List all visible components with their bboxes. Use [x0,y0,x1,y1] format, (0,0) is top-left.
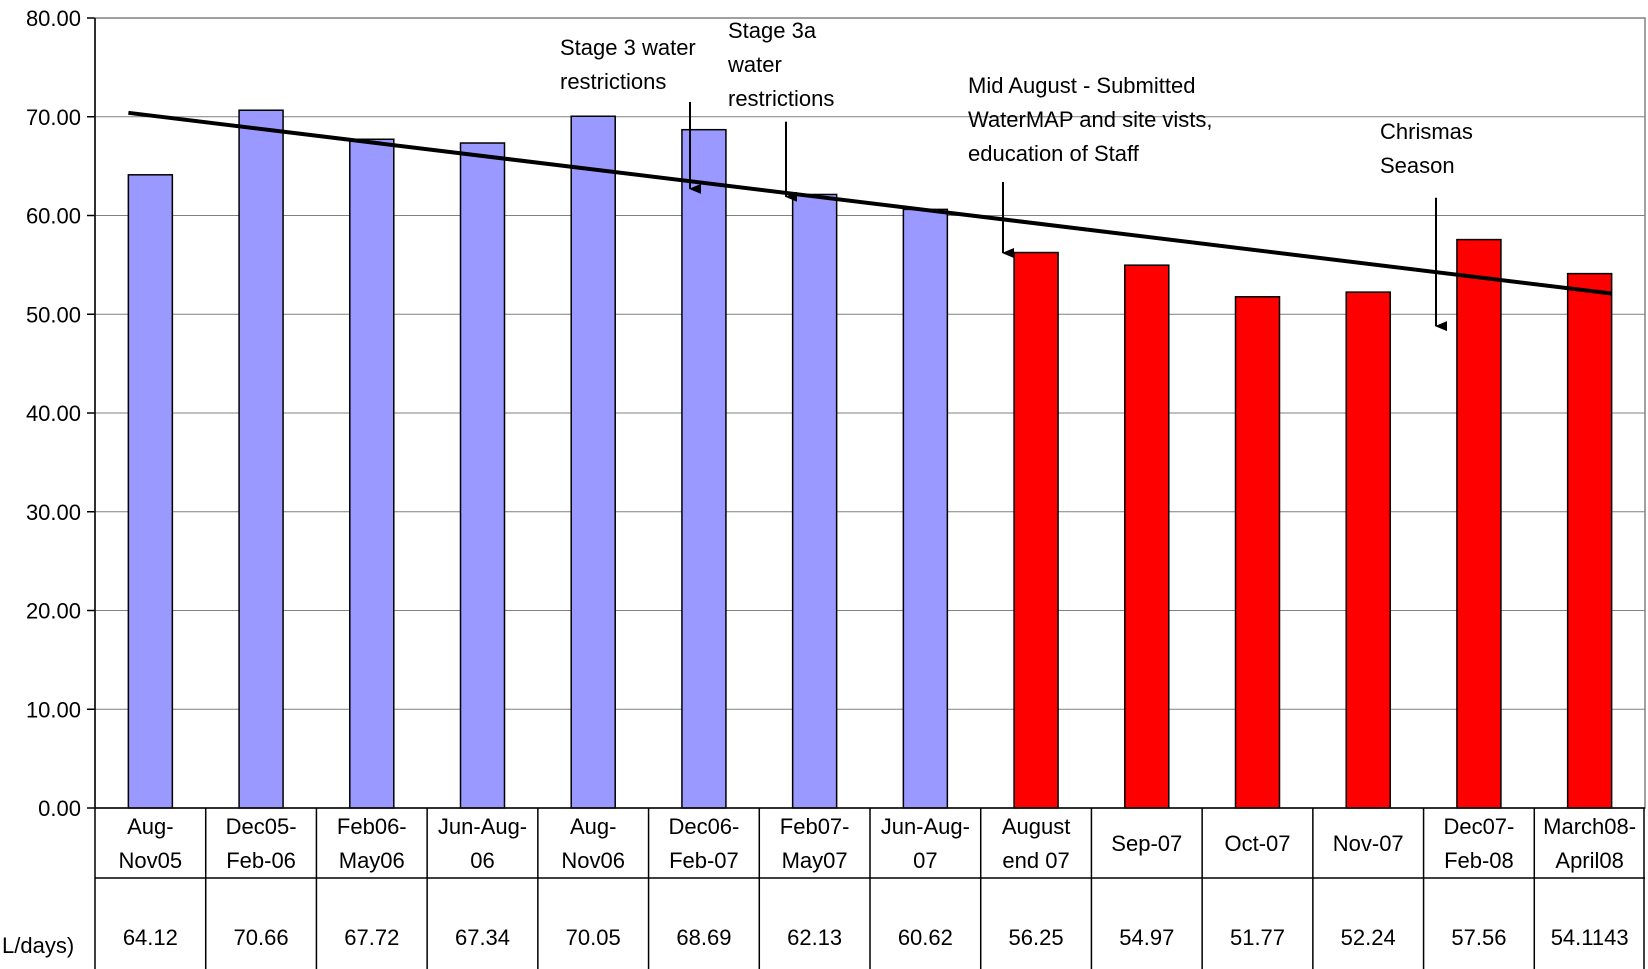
annotation: Chrismas Season [1380,119,1473,332]
category-label: Dec05- [226,814,297,839]
y-tick-label: 10.00 [26,697,81,722]
value-label: 51.77 [1230,925,1285,950]
trendline [128,110,1612,296]
y-tick-label: 0.00 [38,796,81,821]
annotation: Stage 3 water restrictions [560,35,701,194]
y-tick-label: 40.00 [26,401,81,426]
annotation-text: restrictions [560,69,666,94]
value-label: 56.25 [1009,925,1064,950]
category-label: Dec06- [668,814,739,839]
annotation-text: WaterMAP and site vists, [968,107,1213,132]
value-label: 52.24 [1341,925,1396,950]
bar [238,109,284,809]
value-label: 54.1143 [1551,925,1629,950]
category-label: March08- [1543,814,1636,839]
annotations: Stage 3 water restrictions Stage 3a water re… [560,18,1473,332]
category-label: Nov05 [119,848,183,873]
category-label: May07 [782,848,848,873]
category-label: Jun-Aug- [438,814,527,839]
bar [349,138,395,809]
category-label: Feb06- [337,814,407,839]
bar [1124,264,1170,809]
category-label: end 07 [1002,848,1069,873]
bar [791,193,838,809]
data-table: Aug- Nov05 Dec05- Feb-06 Feb06- May06 Jun-Aug-… [2,808,1645,969]
category-label: Nov-07 [1333,831,1404,856]
y-axis-ticks: 0.00 10.00 20.00 30.00 40.00 50.00 60.00 70.00 8… [26,6,95,821]
category-label: Aug- [127,814,173,839]
bars [127,109,1613,809]
value-label: 57.56 [1451,925,1506,950]
bar [570,115,616,809]
y-tick-label: 60.00 [26,204,81,229]
category-label: Feb-08 [1444,848,1514,873]
bar [1566,272,1613,809]
value-label: 60.62 [898,925,953,950]
bar [459,142,506,809]
category-label: Feb-07 [669,848,739,873]
annotation-text: Chrismas [1380,119,1473,144]
category-label: April08 [1555,848,1623,873]
annotation-text: Stage 3 water [560,35,696,60]
category-label: Oct-07 [1224,831,1290,856]
category-label: May06 [339,848,405,873]
value-label: 68.69 [676,925,731,950]
category-label: Dec07- [1443,814,1514,839]
bar [1345,291,1391,809]
category-label: 06 [470,848,494,873]
annotation-text: Season [1380,153,1455,178]
value-label: 70.05 [566,925,621,950]
trendline-line [128,110,1612,296]
category-label: August [1002,814,1071,839]
category-label: Nov06 [561,848,625,873]
bar [1013,251,1059,809]
category-label: Feb07- [780,814,850,839]
value-label: 67.72 [344,925,399,950]
annotation-text: water [727,52,782,77]
category-label: Sep-07 [1111,831,1182,856]
category-label: Feb-06 [226,848,296,873]
bar [902,208,949,809]
annotation-text: Stage 3a [728,18,817,43]
bar [1234,296,1281,809]
bar [681,128,727,809]
category-label: Jun-Aug- [881,814,970,839]
value-label: 54.97 [1119,925,1174,950]
category-label: 07 [913,848,937,873]
value-label: 64.12 [123,925,178,950]
bar [1456,238,1502,809]
y-tick-label: 20.00 [26,599,81,624]
value-label: 67.34 [455,925,510,950]
annotation: Stage 3a water restrictions [727,18,834,202]
y-tick-label: 30.00 [26,500,81,525]
value-label: 70.66 [234,925,289,950]
value-label: 62.13 [787,925,842,950]
category-label: Aug- [570,814,616,839]
annotation-text: Mid August - Submitted [968,73,1195,98]
annotation-text: education of Staff [968,141,1140,166]
annotation-text: restrictions [728,86,834,111]
bar [127,174,174,809]
annotation: Mid August - Submitted WaterMAP and site … [968,73,1213,259]
y-tick-label: 80.00 [26,6,81,31]
series-label: L/days) [2,933,74,958]
y-tick-label: 70.00 [26,105,81,130]
y-tick-label: 50.00 [26,302,81,327]
